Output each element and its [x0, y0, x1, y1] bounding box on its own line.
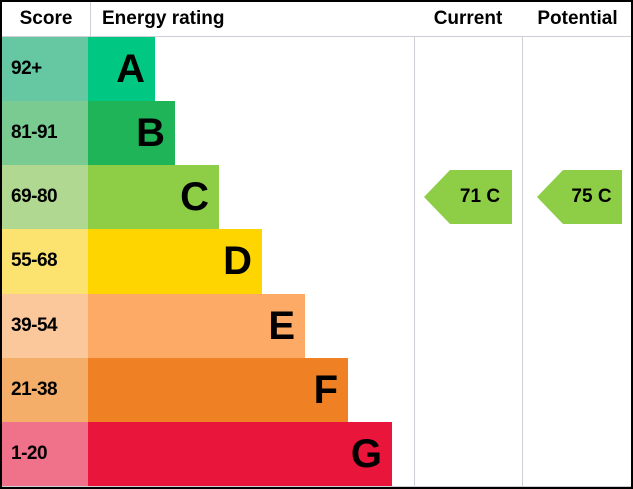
band-score: 21-38: [2, 357, 88, 422]
band-letter: B: [136, 111, 165, 156]
band-bar: E: [88, 293, 305, 358]
header-current-label: Current: [433, 8, 503, 29]
band-score: 92+: [2, 37, 88, 102]
band-letter: G: [350, 431, 382, 476]
band-letter: D: [223, 239, 252, 284]
band-row-c: 69-80 C: [2, 165, 631, 230]
band-letter: A: [116, 47, 145, 92]
band-rows: 92+ A 81-91 B 69-80 C 55-68 D 39-54 E 21…: [2, 37, 631, 486]
band-letter: E: [268, 303, 295, 348]
band-score: 55-68: [2, 229, 88, 294]
current-column-divider: [414, 2, 415, 487]
potential-rating-value: 75 C: [571, 186, 612, 207]
header-energy-rating-label: Energy rating: [102, 8, 225, 29]
band-row-b: 81-91 B: [2, 101, 631, 166]
header-potential-label: Potential: [537, 8, 618, 29]
band-bar: D: [88, 229, 262, 294]
band-bar: C: [88, 165, 219, 230]
band-bar: A: [88, 37, 155, 102]
bottom-hairline: [2, 486, 631, 487]
band-letter: C: [180, 175, 209, 220]
band-bar: G: [88, 421, 392, 486]
band-bar: F: [88, 357, 348, 422]
potential-column-divider: [522, 2, 523, 487]
band-row-e: 39-54 E: [2, 293, 631, 358]
header-row: Score Energy rating Current Potential: [2, 2, 631, 37]
band-score: 81-91: [2, 101, 88, 166]
header-score-label: Score: [2, 2, 91, 36]
band-row-g: 1-20 G: [2, 421, 631, 486]
current-rating-value: 71 C: [459, 186, 501, 207]
band-score: 1-20: [2, 421, 88, 486]
band-letter: F: [313, 367, 338, 412]
band-row-f: 21-38 F: [2, 357, 631, 422]
band-bar: B: [88, 101, 175, 166]
band-row-a: 92+ A: [2, 37, 631, 102]
band-row-d: 55-68 D: [2, 229, 631, 294]
band-score: 69-80: [2, 165, 88, 230]
band-score: 39-54: [2, 293, 88, 358]
